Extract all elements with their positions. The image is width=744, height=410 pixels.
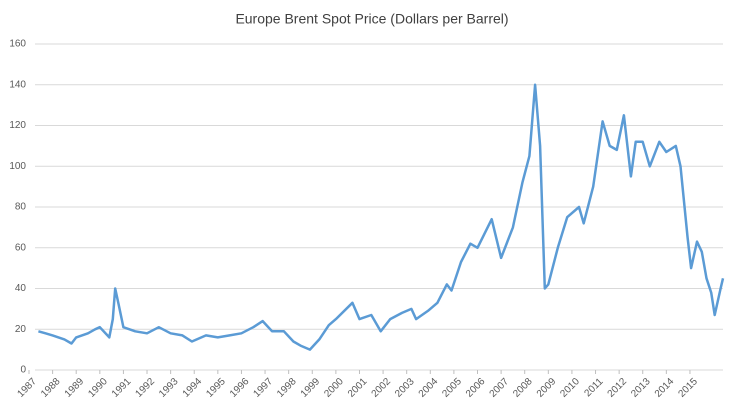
y-tick-label: 80 [15,202,27,213]
y-tick-label: 100 [9,161,26,172]
y-tick-label: 60 [15,242,27,253]
y-tick-label: 120 [9,120,26,131]
chart-title: Europe Brent Spot Price (Dollars per Bar… [235,11,508,27]
y-tick-label: 160 [9,39,26,50]
y-tick-label: 40 [15,283,27,294]
y-tick-label: 20 [15,324,27,335]
y-tick-label: 0 [20,365,26,376]
price-line [38,83,725,351]
y-tick-label: 140 [9,79,26,90]
